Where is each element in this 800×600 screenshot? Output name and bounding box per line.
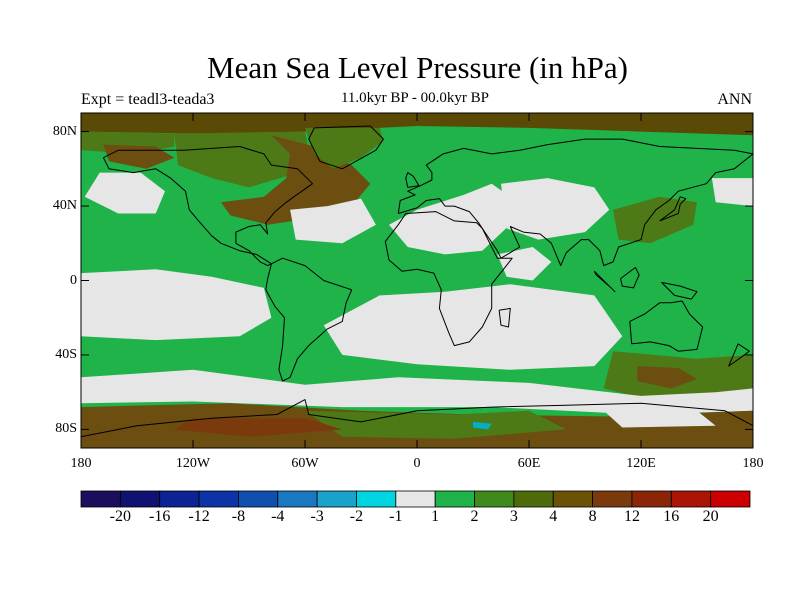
japan-coastline xyxy=(659,196,687,222)
south-atlantic-indian-white-region xyxy=(323,284,623,370)
map-subtitle: 11.0kyr BP - 00.0kyr BP xyxy=(340,90,490,106)
southern-ocean-white-belt-region xyxy=(81,369,753,415)
africa-coastline xyxy=(384,211,513,347)
lon-label: 60E xyxy=(517,456,541,471)
antarctic-dark-brown-region xyxy=(174,418,343,437)
canada-olive-region xyxy=(174,131,309,188)
colorbar-box xyxy=(592,490,633,508)
greenland-olive-region xyxy=(305,127,384,169)
arctic-brown-band-region xyxy=(81,113,753,136)
australia-coastline xyxy=(629,300,704,352)
colorbar-label: 2 xyxy=(470,508,479,525)
eurasia-coastline xyxy=(397,138,753,267)
colorbar-box xyxy=(434,490,475,508)
colorbar-box xyxy=(670,490,712,508)
colorbar-box xyxy=(356,490,397,508)
colorbar-box xyxy=(474,490,515,508)
pressure-anomaly-regions xyxy=(81,113,753,448)
colorbar-label: 16 xyxy=(663,508,680,525)
colorbar-label: 1 xyxy=(431,508,440,525)
nw-atlantic-white-region xyxy=(290,198,376,244)
southern-ocean-brown-eddy-region xyxy=(637,366,697,389)
new-guinea-coastline xyxy=(661,281,698,300)
central-asia-white-region xyxy=(501,178,610,240)
colorbar-label: -4 xyxy=(271,508,285,525)
colorbar-label: 4 xyxy=(549,508,558,525)
lat-label: 40S xyxy=(55,346,77,362)
colorbar-label: -8 xyxy=(231,508,246,525)
north-america-coastline xyxy=(102,146,313,267)
lon-label: 180 xyxy=(742,456,764,471)
colorbar-label: -12 xyxy=(188,508,210,525)
tropical-pacific-white-region xyxy=(81,269,272,341)
colorbar-label: 20 xyxy=(702,508,719,525)
south-america-coastline xyxy=(265,257,353,382)
colorbar-label: -3 xyxy=(310,508,324,525)
antarctic-olive-patch-region xyxy=(305,410,567,439)
madagascar-coastline xyxy=(498,307,511,328)
lat-label: 80S xyxy=(55,421,77,437)
lon-label: 180 xyxy=(70,456,92,471)
colorbar-label: -20 xyxy=(109,508,131,525)
northwest-europe-green-region xyxy=(407,165,459,192)
colorbar-box xyxy=(631,490,672,508)
borneo-coastline xyxy=(620,267,640,289)
colorbar-label: -1 xyxy=(389,508,403,525)
greenland-coastline xyxy=(308,125,384,170)
antarctic-cyan-spot-region xyxy=(473,421,492,430)
north-pacific-white-region xyxy=(84,172,165,214)
map-title: Mean Sea Level Pressure (in hPa) xyxy=(207,50,628,85)
lon-label: 120W xyxy=(175,456,211,471)
colorbar-box xyxy=(198,490,239,508)
colorbar-box xyxy=(513,490,554,508)
arabian-sea-white-region xyxy=(497,247,552,281)
colorbar-box xyxy=(119,490,161,508)
colorbar-label: -2 xyxy=(349,508,364,525)
colorbar-box xyxy=(80,490,121,508)
experiment-label: Expt = teadl3-teada3 xyxy=(81,91,215,108)
sumatra-coastline xyxy=(593,270,616,293)
colorbar-box xyxy=(159,490,200,508)
colorbar-box xyxy=(238,490,279,508)
lat-label: 40N xyxy=(52,198,77,214)
coastlines xyxy=(81,125,753,438)
map-ticks xyxy=(80,113,754,448)
colorbar-box xyxy=(395,490,436,508)
lon-label: 0 xyxy=(413,456,421,471)
colorbar-label: 8 xyxy=(588,508,597,525)
colorbar-label: 3 xyxy=(509,508,518,525)
season-label: ANN xyxy=(717,91,752,108)
new-zealand-coastline xyxy=(728,343,750,367)
east-asia-olive-region xyxy=(613,196,697,244)
north-pacific-east-white-region xyxy=(711,178,753,207)
colorbar-box xyxy=(277,490,318,508)
lat-label: 0 xyxy=(70,272,77,288)
lat-label: 80N xyxy=(52,123,77,139)
colorbar-box xyxy=(552,490,593,508)
colorbar-label: 12 xyxy=(623,508,640,525)
colorbar-label: -16 xyxy=(149,508,171,525)
colorbar-box xyxy=(316,490,357,508)
great-britain-coastline xyxy=(405,172,420,188)
antarctic-white-patch-region xyxy=(603,410,716,428)
colorbar-box xyxy=(710,490,751,508)
antarctica-coastline xyxy=(81,399,753,438)
colorbar xyxy=(80,490,751,508)
lon-label: 120E xyxy=(626,456,656,471)
lon-label: 60W xyxy=(291,456,319,471)
